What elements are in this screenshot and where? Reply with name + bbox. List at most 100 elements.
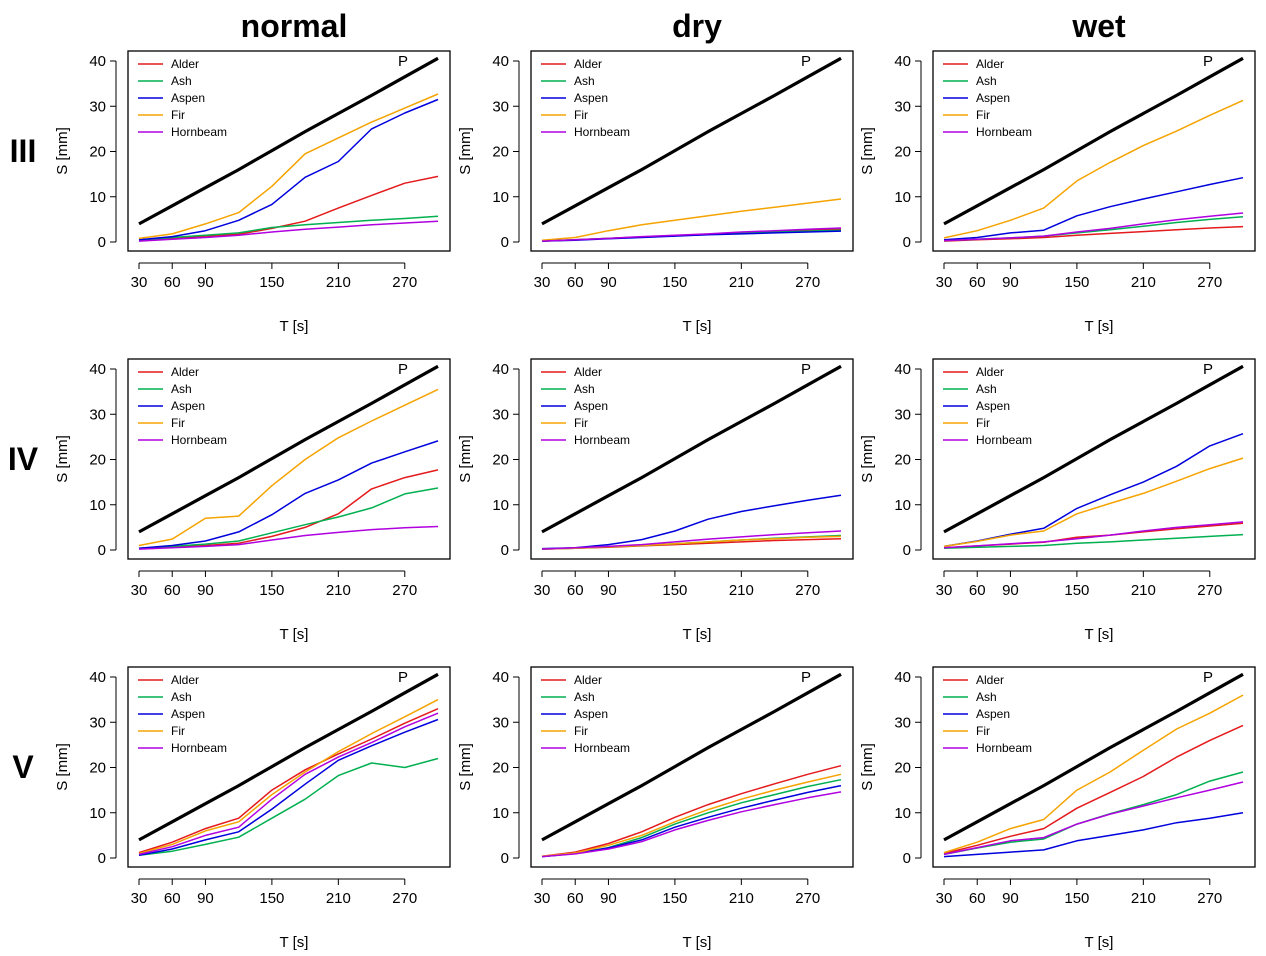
y-tick-label: 0: [98, 542, 106, 559]
series-line-hornbeam: [541, 791, 842, 858]
legend-label-hornbeam: Hornbeam: [574, 741, 630, 755]
p-annotation: P: [1203, 669, 1213, 686]
y-tick-label: 40: [492, 361, 509, 378]
series-line-alder: [138, 708, 439, 854]
x-tick-label: 90: [600, 582, 617, 599]
y-tick-label: 40: [492, 53, 509, 70]
series-line-hornbeam: [943, 781, 1244, 856]
legend: Alder Ash Aspen Fir Hornbeam: [541, 365, 630, 447]
y-tick-label: 40: [894, 669, 911, 686]
legend-label-ash: Ash: [171, 74, 192, 88]
plot-frame: [127, 358, 451, 560]
p-annotation: P: [801, 669, 811, 686]
y-axis-label: S [mm]: [54, 435, 71, 483]
legend-label-alder: Alder: [574, 365, 602, 379]
y-tick-label: 0: [98, 234, 106, 251]
panel-III-normal: 0 10 20 30 40 30 60 90 150 210 270 T [s] S [mm] P Alde…: [54, 50, 451, 335]
series-line-p: [943, 672, 1244, 842]
x-axis-label: T [s]: [280, 934, 309, 951]
series-line-p: [943, 56, 1244, 226]
p-annotation: P: [398, 361, 408, 378]
legend-label-hornbeam: Hornbeam: [171, 125, 227, 139]
series-line-p: [138, 364, 439, 534]
x-tick-label: 270: [1197, 582, 1222, 599]
legend-label-fir: Fir: [171, 724, 185, 738]
legend-label-fir: Fir: [171, 416, 185, 430]
p-annotation: P: [801, 361, 811, 378]
y-tick-label: 40: [89, 669, 106, 686]
y-axis-label: S [mm]: [859, 127, 876, 175]
legend-label-hornbeam: Hornbeam: [976, 125, 1032, 139]
y-tick-label: 0: [903, 850, 911, 867]
y-tick-label: 40: [492, 669, 509, 686]
legend-label-aspen: Aspen: [171, 91, 205, 105]
legend-label-fir: Fir: [976, 108, 990, 122]
x-tick-label: 30: [131, 274, 148, 291]
series-line-fir: [138, 388, 439, 547]
panel-V-dry: 0 10 20 30 40 30 60 90 150 210 270 T [s] S [mm] P Alde…: [457, 666, 854, 951]
y-tick-label: 10: [894, 497, 911, 514]
x-tick-label: 150: [259, 274, 284, 291]
legend-label-hornbeam: Hornbeam: [976, 433, 1032, 447]
series-line-aspen: [138, 98, 439, 241]
legend-label-hornbeam: Hornbeam: [976, 741, 1032, 755]
panel-V-wet: 0 10 20 30 40 30 60 90 150 210 270 T [s] S [mm] P Alde…: [859, 666, 1256, 951]
x-tick-label: 60: [969, 890, 986, 907]
legend-label-alder: Alder: [976, 673, 1004, 687]
y-tick-label: 30: [89, 406, 106, 423]
x-tick-label: 90: [600, 274, 617, 291]
series-line-hornbeam: [943, 521, 1244, 549]
y-tick-label: 40: [89, 361, 106, 378]
p-annotation: P: [1203, 53, 1213, 70]
y-tick-label: 10: [894, 189, 911, 206]
x-tick-label: 150: [1064, 582, 1089, 599]
series-line-fir: [541, 198, 842, 241]
y-tick-label: 10: [492, 805, 509, 822]
x-axis-label: T [s]: [683, 318, 712, 335]
y-tick-label: 10: [89, 497, 106, 514]
x-axis-label: T [s]: [683, 626, 712, 643]
legend-label-aspen: Aspen: [171, 707, 205, 721]
x-tick-label: 90: [197, 274, 214, 291]
y-tick-label: 0: [903, 542, 911, 559]
series-line-ash: [138, 487, 439, 549]
x-tick-label: 90: [1002, 582, 1019, 599]
legend: Alder Ash Aspen Fir Hornbeam: [138, 673, 227, 755]
y-tick-label: 30: [894, 98, 911, 115]
x-tick-label: 30: [534, 274, 551, 291]
legend-label-aspen: Aspen: [976, 707, 1010, 721]
x-tick-label: 30: [534, 890, 551, 907]
series-line-hornbeam: [943, 212, 1244, 242]
series-line-ash: [541, 778, 842, 858]
y-tick-label: 30: [492, 406, 509, 423]
legend-label-aspen: Aspen: [976, 399, 1010, 413]
y-tick-label: 40: [89, 53, 106, 70]
y-tick-label: 20: [894, 760, 911, 777]
y-axis-label: S [mm]: [54, 743, 71, 791]
y-tick-label: 30: [894, 406, 911, 423]
y-tick-label: 10: [89, 805, 106, 822]
x-tick-label: 30: [936, 274, 953, 291]
legend-label-fir: Fir: [574, 108, 588, 122]
series-line-p: [138, 56, 439, 226]
x-axis-label: T [s]: [280, 626, 309, 643]
series-line-hornbeam: [541, 530, 842, 550]
x-axis-label: T [s]: [683, 934, 712, 951]
legend-label-fir: Fir: [171, 108, 185, 122]
plot-frame: [932, 666, 1256, 868]
plot-frame: [530, 666, 854, 868]
legend: Alder Ash Aspen Fir Hornbeam: [943, 365, 1032, 447]
y-tick-label: 30: [894, 714, 911, 731]
x-tick-label: 150: [259, 582, 284, 599]
legend-label-hornbeam: Hornbeam: [574, 125, 630, 139]
x-tick-label: 270: [1197, 890, 1222, 907]
plot-frame: [127, 666, 451, 868]
x-axis-label: T [s]: [280, 318, 309, 335]
x-tick-label: 270: [795, 582, 820, 599]
x-tick-label: 210: [729, 890, 754, 907]
column-header-wet: wet: [1071, 8, 1126, 44]
legend-label-hornbeam: Hornbeam: [171, 741, 227, 755]
x-tick-label: 60: [567, 274, 584, 291]
y-axis-label: S [mm]: [457, 435, 474, 483]
series-line-fir: [138, 698, 439, 855]
